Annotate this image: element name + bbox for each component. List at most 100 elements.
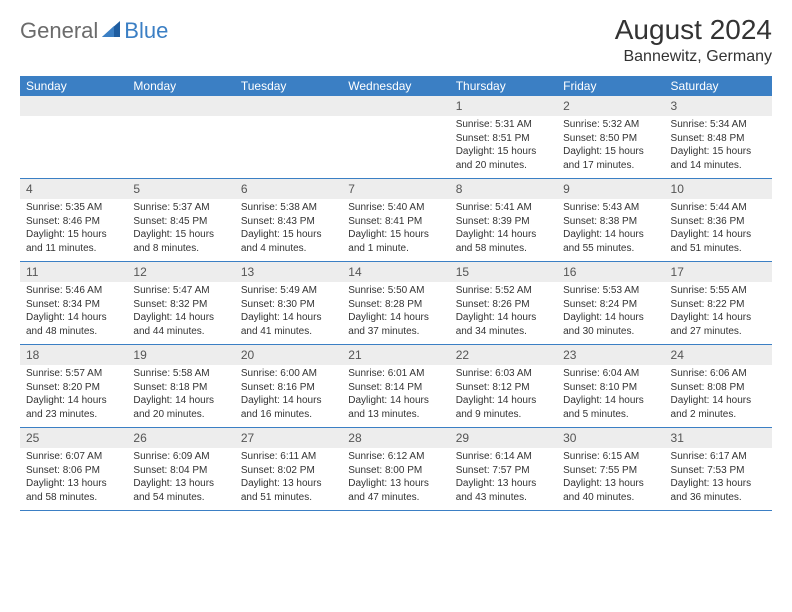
calendar-day-cell: 11Sunrise: 5:46 AMSunset: 8:34 PMDayligh… [20, 262, 127, 345]
sunrise-text: Sunrise: 5:38 AM [241, 201, 336, 215]
sunrise-text: Sunrise: 5:57 AM [26, 367, 121, 381]
calendar-day-cell: 14Sunrise: 5:50 AMSunset: 8:28 PMDayligh… [342, 262, 449, 345]
day-data: Sunrise: 6:07 AMSunset: 8:06 PMDaylight:… [20, 448, 127, 510]
calendar-day-cell: 15Sunrise: 5:52 AMSunset: 8:26 PMDayligh… [450, 262, 557, 345]
day-data: Sunrise: 5:44 AMSunset: 8:36 PMDaylight:… [665, 199, 772, 261]
sunrise-text: Sunrise: 6:11 AM [241, 450, 336, 464]
calendar-day-cell: 28Sunrise: 6:12 AMSunset: 8:00 PMDayligh… [342, 428, 449, 511]
day-data [342, 116, 449, 174]
day-number: 23 [557, 345, 664, 365]
day-data: Sunrise: 5:50 AMSunset: 8:28 PMDaylight:… [342, 282, 449, 344]
sunrise-text: Sunrise: 6:06 AM [671, 367, 766, 381]
day-data: Sunrise: 6:12 AMSunset: 8:00 PMDaylight:… [342, 448, 449, 510]
sunrise-text: Sunrise: 6:00 AM [241, 367, 336, 381]
calendar-week-row: 25Sunrise: 6:07 AMSunset: 8:06 PMDayligh… [20, 428, 772, 511]
calendar-day-cell: 5Sunrise: 5:37 AMSunset: 8:45 PMDaylight… [127, 179, 234, 262]
sunrise-text: Sunrise: 6:07 AM [26, 450, 121, 464]
day-data: Sunrise: 5:49 AMSunset: 8:30 PMDaylight:… [235, 282, 342, 344]
sunset-text: Sunset: 8:20 PM [26, 381, 121, 395]
sunset-text: Sunset: 8:48 PM [671, 132, 766, 146]
sunrise-text: Sunrise: 5:31 AM [456, 118, 551, 132]
calendar-header-row: SundayMondayTuesdayWednesdayThursdayFrid… [20, 76, 772, 96]
day-data: Sunrise: 5:58 AMSunset: 8:18 PMDaylight:… [127, 365, 234, 427]
day-number: 6 [235, 179, 342, 199]
title-block: August 2024 Bannewitz, Germany [615, 14, 772, 66]
sunset-text: Sunset: 8:50 PM [563, 132, 658, 146]
daylight-text: Daylight: 14 hours and 37 minutes. [348, 311, 443, 338]
sunrise-text: Sunrise: 6:17 AM [671, 450, 766, 464]
day-data [20, 116, 127, 174]
calendar-week-row: 4Sunrise: 5:35 AMSunset: 8:46 PMDaylight… [20, 179, 772, 262]
weekday-header: Monday [127, 76, 234, 96]
sunrise-text: Sunrise: 5:49 AM [241, 284, 336, 298]
calendar-day-cell: 7Sunrise: 5:40 AMSunset: 8:41 PMDaylight… [342, 179, 449, 262]
calendar-day-cell: 3Sunrise: 5:34 AMSunset: 8:48 PMDaylight… [665, 96, 772, 179]
sunset-text: Sunset: 8:18 PM [133, 381, 228, 395]
calendar-day-cell: 24Sunrise: 6:06 AMSunset: 8:08 PMDayligh… [665, 345, 772, 428]
sunrise-text: Sunrise: 5:55 AM [671, 284, 766, 298]
daylight-text: Daylight: 15 hours and 4 minutes. [241, 228, 336, 255]
sunrise-text: Sunrise: 5:47 AM [133, 284, 228, 298]
calendar-day-cell: 21Sunrise: 6:01 AMSunset: 8:14 PMDayligh… [342, 345, 449, 428]
day-data: Sunrise: 5:40 AMSunset: 8:41 PMDaylight:… [342, 199, 449, 261]
sunrise-text: Sunrise: 5:41 AM [456, 201, 551, 215]
sunrise-text: Sunrise: 5:40 AM [348, 201, 443, 215]
day-number: 30 [557, 428, 664, 448]
calendar-week-row: 11Sunrise: 5:46 AMSunset: 8:34 PMDayligh… [20, 262, 772, 345]
logo-text-blue: Blue [124, 18, 168, 44]
sunset-text: Sunset: 8:45 PM [133, 215, 228, 229]
day-data: Sunrise: 5:47 AMSunset: 8:32 PMDaylight:… [127, 282, 234, 344]
weekday-header: Friday [557, 76, 664, 96]
sunset-text: Sunset: 8:41 PM [348, 215, 443, 229]
sunset-text: Sunset: 8:08 PM [671, 381, 766, 395]
daylight-text: Daylight: 14 hours and 2 minutes. [671, 394, 766, 421]
sunset-text: Sunset: 8:24 PM [563, 298, 658, 312]
calendar-day-cell [235, 96, 342, 179]
sunrise-text: Sunrise: 5:53 AM [563, 284, 658, 298]
calendar-day-cell: 16Sunrise: 5:53 AMSunset: 8:24 PMDayligh… [557, 262, 664, 345]
day-number: 14 [342, 262, 449, 282]
sunset-text: Sunset: 8:26 PM [456, 298, 551, 312]
day-number: 1 [450, 96, 557, 116]
day-number: 25 [20, 428, 127, 448]
day-data: Sunrise: 5:52 AMSunset: 8:26 PMDaylight:… [450, 282, 557, 344]
day-data: Sunrise: 5:43 AMSunset: 8:38 PMDaylight:… [557, 199, 664, 261]
day-number: 21 [342, 345, 449, 365]
calendar-day-cell: 12Sunrise: 5:47 AMSunset: 8:32 PMDayligh… [127, 262, 234, 345]
daylight-text: Daylight: 13 hours and 51 minutes. [241, 477, 336, 504]
day-data: Sunrise: 6:11 AMSunset: 8:02 PMDaylight:… [235, 448, 342, 510]
day-number: 19 [127, 345, 234, 365]
sunset-text: Sunset: 7:55 PM [563, 464, 658, 478]
calendar-day-cell: 30Sunrise: 6:15 AMSunset: 7:55 PMDayligh… [557, 428, 664, 511]
daylight-text: Daylight: 13 hours and 58 minutes. [26, 477, 121, 504]
day-data: Sunrise: 5:35 AMSunset: 8:46 PMDaylight:… [20, 199, 127, 261]
sunrise-text: Sunrise: 5:43 AM [563, 201, 658, 215]
sunset-text: Sunset: 8:22 PM [671, 298, 766, 312]
day-number: 27 [235, 428, 342, 448]
day-number: 20 [235, 345, 342, 365]
sunrise-text: Sunrise: 6:09 AM [133, 450, 228, 464]
sunset-text: Sunset: 7:53 PM [671, 464, 766, 478]
daylight-text: Daylight: 14 hours and 58 minutes. [456, 228, 551, 255]
sunrise-text: Sunrise: 5:37 AM [133, 201, 228, 215]
calendar-day-cell: 13Sunrise: 5:49 AMSunset: 8:30 PMDayligh… [235, 262, 342, 345]
day-number: 8 [450, 179, 557, 199]
day-number: 17 [665, 262, 772, 282]
calendar-day-cell [20, 96, 127, 179]
day-data: Sunrise: 6:01 AMSunset: 8:14 PMDaylight:… [342, 365, 449, 427]
day-number [127, 96, 234, 116]
sunrise-text: Sunrise: 6:12 AM [348, 450, 443, 464]
sunset-text: Sunset: 8:16 PM [241, 381, 336, 395]
day-number [235, 96, 342, 116]
daylight-text: Daylight: 15 hours and 11 minutes. [26, 228, 121, 255]
page-title: August 2024 [615, 14, 772, 46]
calendar-day-cell [127, 96, 234, 179]
day-data: Sunrise: 6:14 AMSunset: 7:57 PMDaylight:… [450, 448, 557, 510]
sunrise-text: Sunrise: 5:52 AM [456, 284, 551, 298]
calendar-day-cell: 10Sunrise: 5:44 AMSunset: 8:36 PMDayligh… [665, 179, 772, 262]
daylight-text: Daylight: 15 hours and 20 minutes. [456, 145, 551, 172]
sunset-text: Sunset: 8:30 PM [241, 298, 336, 312]
day-data: Sunrise: 5:41 AMSunset: 8:39 PMDaylight:… [450, 199, 557, 261]
sunset-text: Sunset: 8:28 PM [348, 298, 443, 312]
daylight-text: Daylight: 14 hours and 5 minutes. [563, 394, 658, 421]
